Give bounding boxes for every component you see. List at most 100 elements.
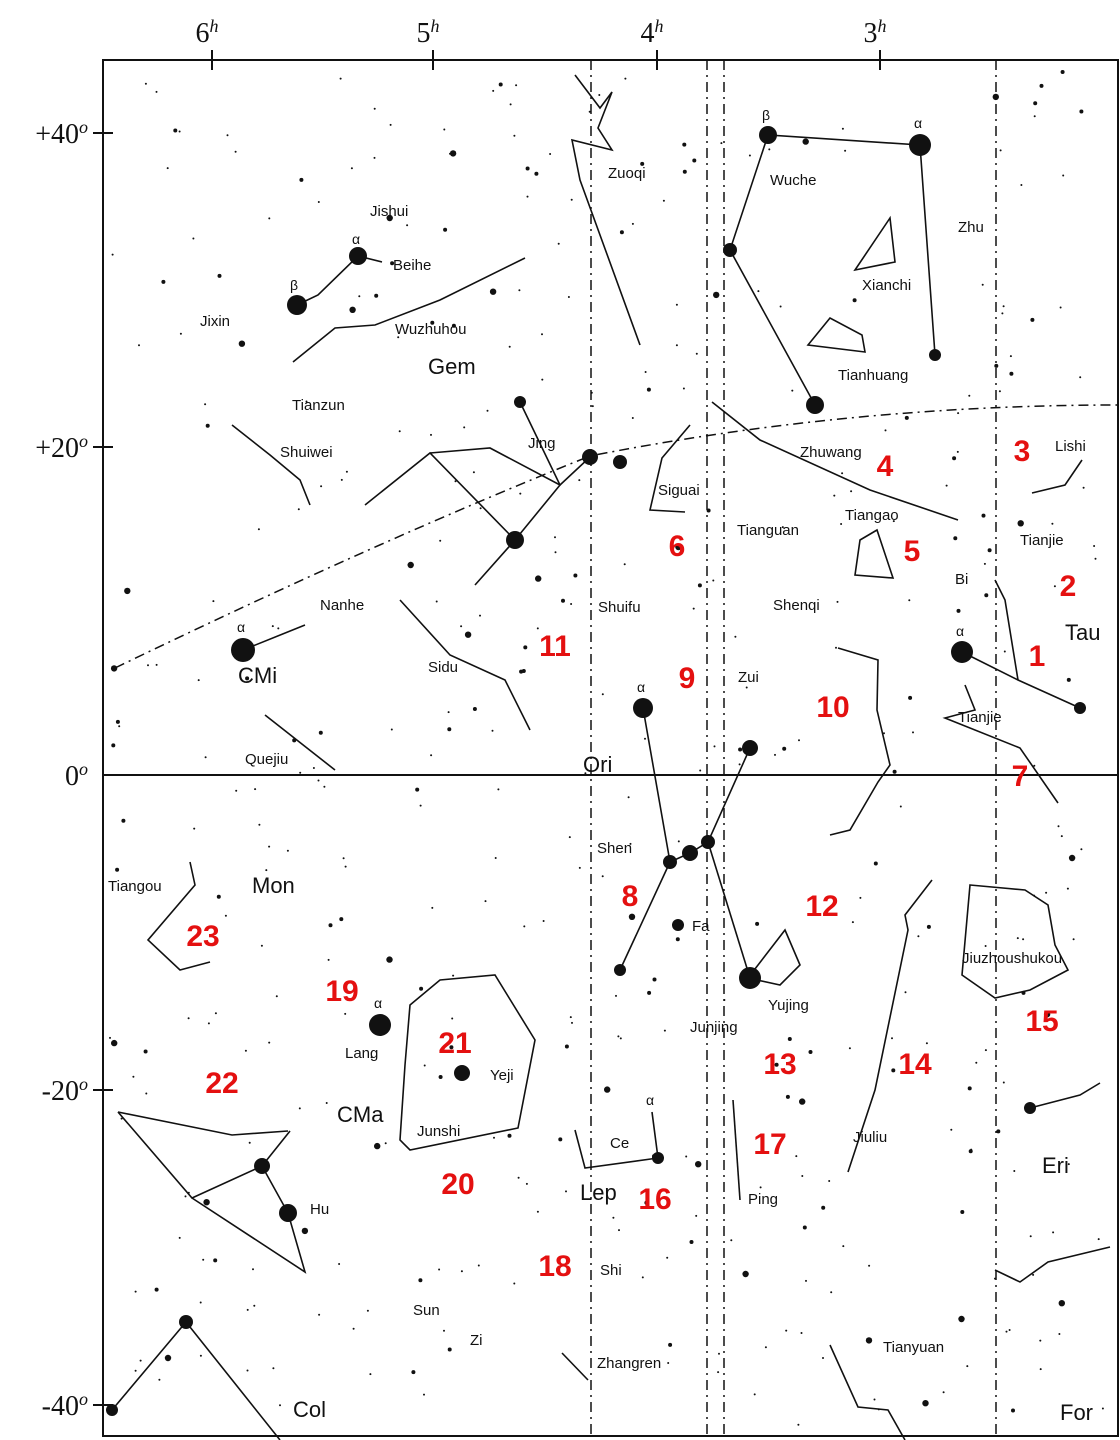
star	[631, 417, 634, 419]
star	[1059, 306, 1062, 309]
star	[271, 625, 274, 628]
star	[1068, 854, 1076, 862]
star	[138, 344, 140, 347]
star	[908, 695, 913, 700]
star	[397, 336, 400, 339]
star	[791, 389, 794, 392]
star	[557, 242, 560, 245]
asterism-name: Yeji	[490, 1067, 514, 1084]
star	[224, 914, 227, 917]
star	[627, 796, 630, 799]
star	[884, 429, 887, 432]
star	[718, 1352, 720, 1355]
bright-stars	[106, 126, 1086, 1416]
star	[712, 579, 715, 582]
star	[623, 563, 626, 566]
constellation-name: CMa	[337, 1102, 384, 1127]
constellation-name: Mon	[252, 873, 295, 898]
star	[782, 746, 787, 751]
star	[460, 625, 463, 628]
star	[1082, 486, 1085, 489]
numbers: 1 2 3 4 5 6 7 8 9 10 11 12 13 14 15 16 1…	[186, 435, 1076, 1283]
star	[549, 153, 552, 155]
star	[246, 1308, 249, 1311]
star	[584, 772, 587, 775]
star	[984, 593, 989, 598]
star	[883, 732, 885, 735]
star	[477, 1264, 480, 1267]
star	[246, 1369, 249, 1372]
dec-label: +20o	[35, 431, 88, 464]
asterism-name: Zhu	[958, 219, 984, 236]
star	[1052, 1231, 1055, 1234]
asterism-name: Tianzun	[292, 397, 345, 414]
star	[120, 1117, 123, 1120]
star	[617, 1035, 620, 1038]
star	[205, 423, 210, 428]
star	[216, 894, 221, 899]
star	[983, 562, 986, 565]
star	[430, 754, 433, 757]
star	[398, 430, 401, 433]
asterism-name: Lang	[345, 1045, 378, 1062]
star	[1022, 938, 1025, 941]
star	[821, 1205, 826, 1210]
star	[257, 528, 260, 531]
star	[509, 103, 512, 106]
star	[640, 161, 645, 166]
star-letters: α β α α α β α α α	[237, 107, 964, 1108]
star	[245, 676, 250, 681]
star	[542, 920, 545, 922]
star	[318, 1313, 321, 1316]
star	[513, 134, 516, 137]
star	[713, 745, 716, 748]
asterism-name: Jing	[528, 435, 556, 452]
star	[338, 1263, 341, 1265]
ra-label: 6h	[196, 16, 219, 49]
star	[1066, 677, 1071, 682]
star	[541, 378, 544, 381]
star	[675, 303, 678, 306]
asterism-name: Tianguan	[737, 522, 799, 539]
star	[822, 1357, 824, 1359]
star	[1003, 650, 1006, 653]
asterism-name: Nanhe	[320, 597, 364, 614]
star	[734, 635, 737, 638]
dec-label: +40o	[35, 117, 88, 150]
star	[193, 827, 196, 830]
star	[601, 875, 604, 878]
star	[147, 664, 149, 667]
star	[226, 134, 229, 137]
star	[373, 107, 376, 110]
star	[1039, 1368, 1042, 1371]
star	[984, 1049, 987, 1052]
asterism-name: Tianyuan	[883, 1339, 944, 1356]
asterism-name: Shenqi	[773, 597, 820, 614]
star	[797, 1423, 800, 1426]
star	[407, 561, 414, 569]
star	[525, 1182, 528, 1185]
star	[386, 214, 393, 222]
star	[785, 1329, 788, 1332]
star	[536, 1210, 539, 1213]
star	[1093, 545, 1096, 547]
red-number: 3	[1014, 435, 1031, 468]
star	[1080, 848, 1083, 851]
star	[1057, 825, 1060, 828]
star	[578, 866, 581, 869]
star	[800, 1332, 803, 1334]
star	[265, 869, 268, 872]
star	[848, 1047, 851, 1050]
asterism-name: Jiuliu	[853, 1129, 887, 1146]
star	[349, 306, 356, 313]
star	[350, 167, 353, 170]
star	[199, 1354, 202, 1357]
star	[802, 1225, 807, 1230]
star	[1011, 1408, 1015, 1413]
star	[873, 1398, 876, 1401]
ra-label: 3h	[864, 16, 887, 49]
star	[942, 1391, 945, 1394]
background-stars	[109, 70, 1104, 1426]
star	[604, 1086, 611, 1093]
